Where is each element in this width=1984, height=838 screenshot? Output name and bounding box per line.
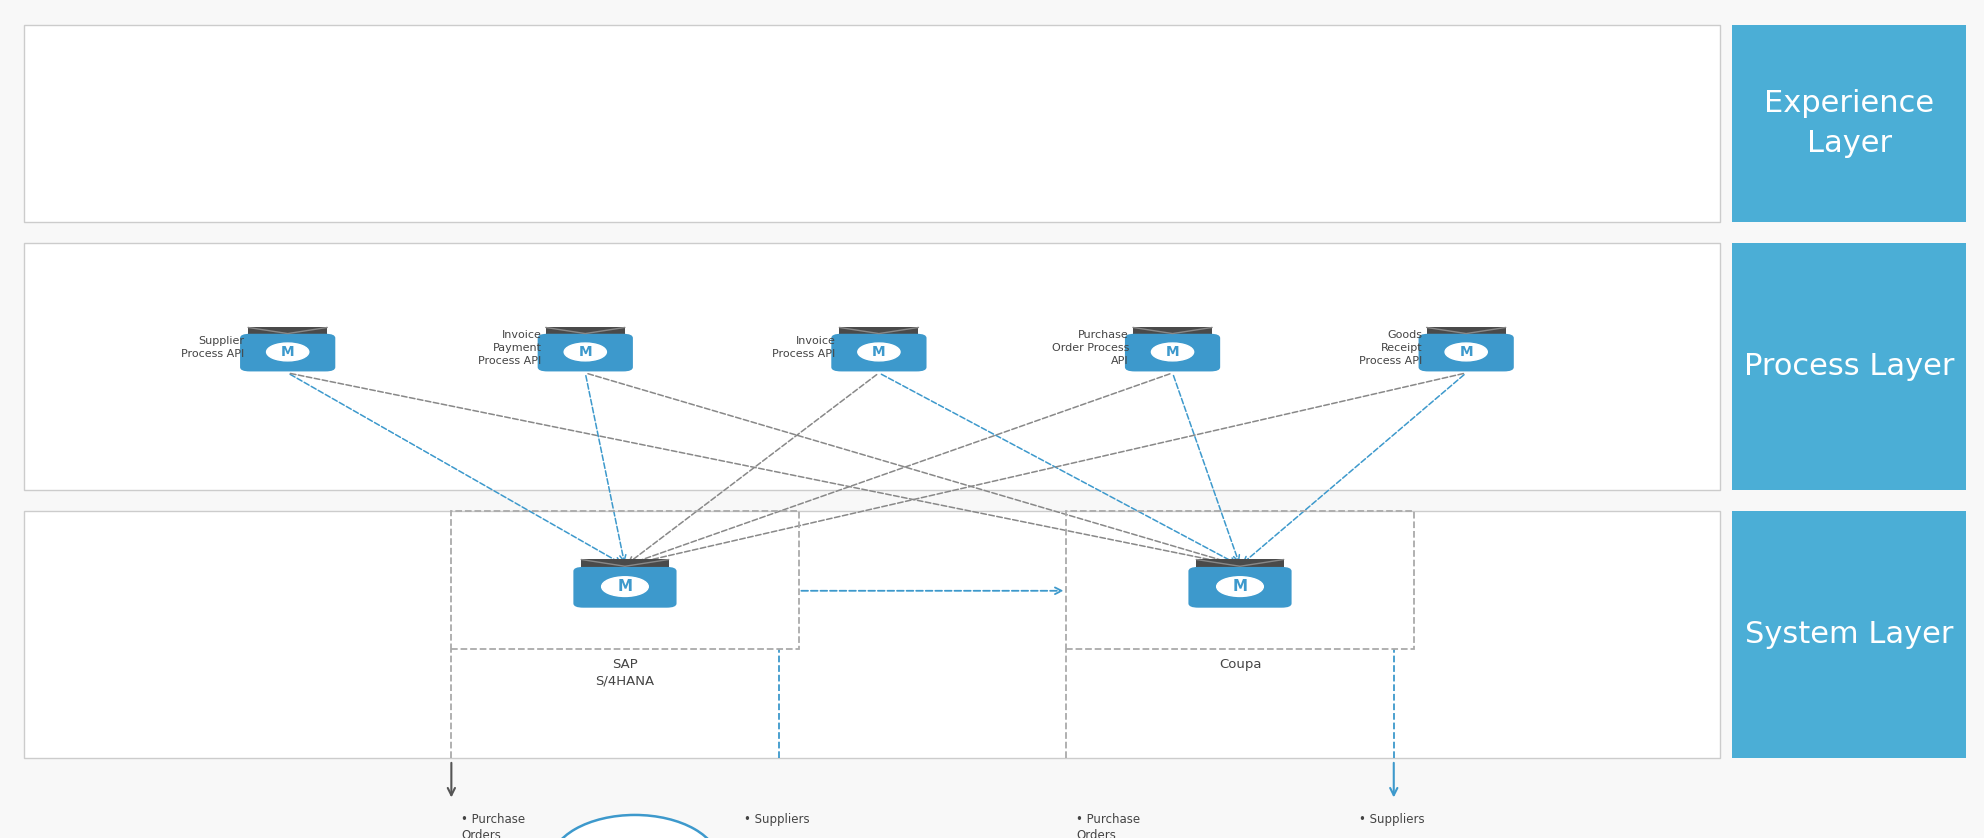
Text: M: M xyxy=(282,344,294,359)
FancyBboxPatch shape xyxy=(1732,25,1966,222)
Circle shape xyxy=(266,343,310,361)
FancyBboxPatch shape xyxy=(24,511,1720,758)
Text: SAP
S/4HANA: SAP S/4HANA xyxy=(595,658,655,688)
Circle shape xyxy=(563,343,607,361)
Text: Coupa: Coupa xyxy=(1218,658,1262,671)
FancyBboxPatch shape xyxy=(24,25,1720,222)
FancyBboxPatch shape xyxy=(1133,328,1212,338)
FancyBboxPatch shape xyxy=(839,328,919,338)
FancyBboxPatch shape xyxy=(831,334,927,371)
Text: M: M xyxy=(1460,344,1472,359)
FancyBboxPatch shape xyxy=(1732,511,1966,758)
Ellipse shape xyxy=(550,815,718,838)
FancyBboxPatch shape xyxy=(581,560,669,572)
Text: System Layer: System Layer xyxy=(1744,620,1954,649)
Circle shape xyxy=(1151,343,1194,361)
Text: M: M xyxy=(579,344,591,359)
Text: M: M xyxy=(1232,579,1248,594)
FancyBboxPatch shape xyxy=(573,567,677,608)
FancyBboxPatch shape xyxy=(248,328,327,338)
Text: Goods
Receipt
Process API: Goods Receipt Process API xyxy=(1359,329,1423,366)
Circle shape xyxy=(601,577,649,597)
FancyBboxPatch shape xyxy=(1196,560,1284,572)
Text: Invoice
Process API: Invoice Process API xyxy=(772,336,835,360)
FancyBboxPatch shape xyxy=(240,334,335,371)
FancyBboxPatch shape xyxy=(24,243,1720,490)
Circle shape xyxy=(857,343,901,361)
Text: M: M xyxy=(1167,344,1178,359)
Text: Supplier
Process API: Supplier Process API xyxy=(181,336,244,360)
Text: • Suppliers: • Suppliers xyxy=(1359,813,1425,826)
FancyBboxPatch shape xyxy=(1419,334,1514,371)
FancyBboxPatch shape xyxy=(1188,567,1292,608)
Text: • Purchase
Orders: • Purchase Orders xyxy=(1075,813,1141,838)
FancyBboxPatch shape xyxy=(546,328,625,338)
Text: • Purchase
Orders: • Purchase Orders xyxy=(460,813,526,838)
Text: M: M xyxy=(617,579,633,594)
FancyBboxPatch shape xyxy=(1732,243,1966,490)
Text: Purchase
Order Process
API: Purchase Order Process API xyxy=(1052,329,1129,366)
FancyBboxPatch shape xyxy=(1125,334,1220,371)
FancyBboxPatch shape xyxy=(538,334,633,371)
Text: Experience
Layer: Experience Layer xyxy=(1764,89,1934,158)
Text: Invoice
Payment
Process API: Invoice Payment Process API xyxy=(478,329,542,366)
Circle shape xyxy=(1216,577,1264,597)
Text: • Suppliers: • Suppliers xyxy=(744,813,809,826)
Circle shape xyxy=(1444,343,1488,361)
Text: Process Layer: Process Layer xyxy=(1744,352,1954,381)
FancyBboxPatch shape xyxy=(1426,328,1506,338)
Text: M: M xyxy=(873,344,885,359)
